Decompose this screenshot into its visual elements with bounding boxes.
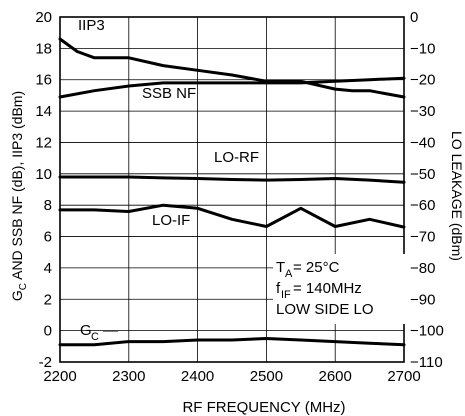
y-right-tick-label: −110	[410, 354, 443, 371]
x-tick-label: 2400	[181, 368, 214, 385]
x-tick-label: 2200	[43, 368, 76, 385]
y-right-tick-label: −50	[410, 166, 435, 183]
ta-sub: A	[285, 268, 293, 280]
series-line-lo-rf	[58, 175, 406, 184]
fif-sub: IF	[281, 289, 291, 301]
gc-main: G	[80, 322, 92, 339]
gc-sub: C	[91, 331, 99, 343]
series-label-iip3: IIP3	[78, 17, 105, 34]
series-line-lo-if	[58, 203, 406, 229]
y-left-tick-label: 4	[44, 260, 52, 277]
plot-frame	[59, 16, 405, 363]
y-right-tick-label: −90	[410, 291, 435, 308]
y-left-tick-label: 12	[35, 134, 52, 151]
series-line-iip3	[58, 37, 406, 99]
y-left-tick-label: 0	[44, 323, 52, 340]
ta-rest: = 25°C	[293, 259, 340, 276]
y-left-tick-label: 10	[35, 166, 52, 183]
y-left-rest: AND SSB NF (dB), IIP3 (dBm)	[9, 91, 25, 283]
y-axis-right-title: LO LEAKAGE (dBm)	[449, 131, 465, 261]
y-right-tick-label: −80	[410, 260, 435, 277]
x-tick-label: 2500	[250, 368, 283, 385]
y-right-tick-label: −100	[410, 323, 444, 340]
y-left-tick-label: 20	[35, 9, 52, 26]
y-right-tick-label: −30	[410, 103, 435, 120]
annotation-backdrop	[273, 254, 407, 324]
series-label-ssb-nf: SSB NF	[142, 85, 196, 102]
tick-labels: 2200 2300 2400 2500 2600 2700 -2 0 2 4 6 8 10 12 14 16 1…	[35, 9, 443, 385]
y-right-tick-label: 0	[410, 9, 418, 26]
y-left-tick-label: -2	[39, 354, 52, 371]
x-tick-label: 2600	[319, 368, 352, 385]
x-tick-label: 2700	[387, 368, 420, 385]
y-left-g: G	[9, 290, 25, 301]
annotation-ta: T A = 25°C	[276, 259, 340, 280]
y-right-tick-label: −70	[410, 229, 435, 246]
y-left-tick-label: 16	[35, 72, 52, 89]
y-left-tick-label: 8	[44, 197, 52, 214]
y-right-tick-label: −10	[410, 40, 435, 57]
y-left-c: C	[18, 283, 29, 290]
y-left-tick-label: 2	[44, 291, 52, 308]
annotation-fif: f IF = 140MHz	[276, 280, 362, 301]
series-label-gc: G C	[80, 322, 99, 343]
y-right-tick-label: −20	[410, 72, 435, 89]
series-label-lo-if: LO-IF	[152, 212, 190, 229]
curves	[58, 37, 406, 347]
svg-text:GC AND SSB NF (dB), IIP3 (dBm): GC AND SSB NF (dB), IIP3 (dBm)	[9, 91, 29, 301]
annotation-lo-side: LOW SIDE LO	[276, 301, 374, 318]
ta-main: T	[276, 259, 285, 276]
fif-main: f	[276, 280, 281, 297]
series-line-ssb-nf	[58, 76, 406, 99]
y-axis-left-title: GC AND SSB NF (dB), IIP3 (dBm)	[9, 91, 29, 301]
x-tick-label: 2300	[112, 368, 145, 385]
y-left-tick-label: 18	[35, 40, 52, 57]
y-left-tick-label: 14	[35, 103, 52, 120]
series-line-g-c	[58, 337, 406, 347]
x-axis-title: RF FREQUENCY (MHz)	[182, 399, 345, 416]
y-right-tick-label: −60	[410, 197, 435, 214]
y-left-tick-label: 6	[44, 229, 52, 246]
y-right-tick-label: −40	[410, 134, 435, 151]
series-label-lo-rf: LO-RF	[214, 149, 259, 166]
fif-rest: = 140MHz	[293, 280, 362, 297]
